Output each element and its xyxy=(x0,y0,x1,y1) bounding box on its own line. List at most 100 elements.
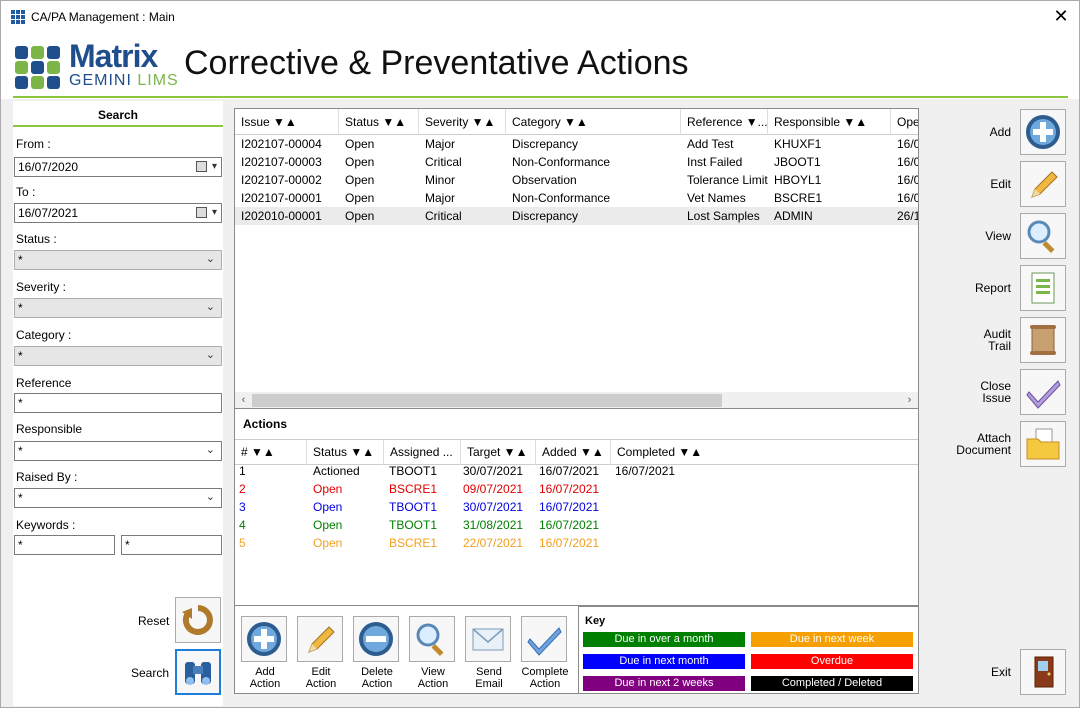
list-item[interactable]: 5 Open BSCRE1 22/07/2021 16/07/2021 xyxy=(235,534,918,552)
complete-action-button[interactable] xyxy=(521,616,567,662)
list-item[interactable]: 4 Open TBOOT1 31/08/2021 16/07/2021 xyxy=(235,516,918,534)
chevron-down-icon[interactable]: ⌄ xyxy=(205,349,215,361)
responsible-cell: ADMIN xyxy=(774,209,813,223)
category-cell: Discrepancy xyxy=(512,137,579,151)
action-target-cell: 30/07/2021 xyxy=(463,500,524,514)
add-action-label: Add Action xyxy=(249,666,281,690)
table-row[interactable]: I202107-00001 Open Major Non-Conformance Vet… xyxy=(235,189,918,207)
table-row[interactable]: I202107-00003 Open Critical Non-Conformance… xyxy=(235,153,919,171)
keyword-input-2[interactable]: * xyxy=(121,535,222,555)
col-category[interactable]: Category ▼▲ xyxy=(506,109,681,135)
table-row[interactable]: I202107-00004 Open Major Discrepancy Add Tes… xyxy=(235,135,918,153)
view-issue-button[interactable] xyxy=(1020,213,1066,259)
to-date-field[interactable]: 16/07/2021 ▾ xyxy=(14,203,222,223)
keyword-input-1[interactable]: * xyxy=(14,535,115,555)
scroll-left-icon[interactable]: ‹ xyxy=(241,394,246,406)
exit-button[interactable] xyxy=(1020,649,1066,695)
delete-action-label: Delete Action xyxy=(361,666,393,690)
checkmark-icon xyxy=(1026,380,1061,409)
raised-by-select[interactable]: * ⌄ xyxy=(14,488,222,508)
category-select[interactable]: * ⌄ xyxy=(14,346,222,366)
close-issue-label: Close Issue xyxy=(980,379,1011,405)
col-action-added[interactable]: Added ▼▲ xyxy=(536,440,611,465)
status-select[interactable]: * ⌄ xyxy=(14,250,222,270)
add-action-button[interactable] xyxy=(241,616,287,662)
edit-issue-button[interactable] xyxy=(1020,161,1066,207)
action-added-cell: 16/07/2021 xyxy=(539,464,600,478)
col-reference[interactable]: Reference ▼... xyxy=(681,109,768,135)
envelope-icon xyxy=(472,628,504,651)
status-label: Status : xyxy=(16,232,57,246)
close-issue-button[interactable] xyxy=(1020,369,1066,415)
action-number-cell: 3 xyxy=(239,500,246,514)
col-action-completed[interactable]: Completed ▼▲ xyxy=(617,445,703,459)
issue-id-cell: I202107-00001 xyxy=(241,191,322,205)
opened-cell: 16/0 xyxy=(897,155,919,169)
table-row[interactable]: I202107-00002 Open Minor Observation Toleran… xyxy=(235,171,919,189)
status-cell: Open xyxy=(345,191,375,205)
chevron-down-icon[interactable]: ⌄ xyxy=(205,491,215,503)
reference-input[interactable]: * xyxy=(14,393,222,413)
action-added-cell: 16/07/2021 xyxy=(539,482,600,496)
col-action-number[interactable]: # ▼▲ xyxy=(235,440,307,465)
issues-table: Issue ▼▲ Status ▼▲ Severity ▼▲ Category … xyxy=(234,108,919,409)
add-issue-button[interactable] xyxy=(1020,109,1066,155)
window-title: CA/PA Management : Main xyxy=(31,10,175,24)
reset-button[interactable] xyxy=(175,597,221,643)
report-button[interactable] xyxy=(1020,265,1066,311)
delete-action-button[interactable] xyxy=(353,616,399,662)
exit-label: Exit xyxy=(990,665,1011,679)
action-target-cell: 09/07/2021 xyxy=(463,482,524,496)
attach-document-button[interactable] xyxy=(1020,421,1066,467)
list-item[interactable]: 2 Open BSCRE1 09/07/2021 16/07/2021 xyxy=(235,480,918,498)
binoculars-icon xyxy=(185,662,211,685)
to-label: To : xyxy=(16,185,36,199)
col-action-status[interactable]: Status ▼▲ xyxy=(307,440,384,465)
logo-lims-text: LIMS xyxy=(137,72,179,89)
edit-action-button[interactable] xyxy=(297,616,343,662)
send-email-button[interactable] xyxy=(465,616,511,662)
key-chip: Completed / Deleted xyxy=(751,676,913,691)
action-number-cell: 2 xyxy=(239,482,246,496)
audit-trail-button[interactable] xyxy=(1020,317,1066,363)
col-responsible[interactable]: Responsible ▼▲ xyxy=(768,109,891,135)
from-date-field[interactable]: 16/07/2020 ▾ xyxy=(14,157,222,177)
list-item[interactable]: 1 Actioned TBOOT1 30/07/2021 16/07/2021 16/07… xyxy=(235,462,918,480)
scroll-right-icon[interactable]: › xyxy=(907,394,912,406)
col-issue[interactable]: Issue ▼▲ xyxy=(235,109,339,135)
action-number-cell: 4 xyxy=(239,518,246,532)
col-severity[interactable]: Severity ▼▲ xyxy=(419,109,506,135)
col-opened[interactable]: Ope xyxy=(891,109,918,135)
list-item[interactable]: 3 Open TBOOT1 30/07/2021 16/07/2021 xyxy=(235,498,918,516)
col-action-assigned[interactable]: Assigned ... xyxy=(384,440,461,465)
severity-select[interactable]: * ⌄ xyxy=(14,298,222,318)
col-action-target[interactable]: Target ▼▲ xyxy=(461,440,536,465)
close-icon[interactable]: ✕ xyxy=(1053,6,1069,26)
title-bar: CA/PA Management : Main ✕ xyxy=(1,1,1079,32)
action-completed-cell: 16/07/2021 xyxy=(615,464,676,478)
chevron-down-icon[interactable]: ⌄ xyxy=(205,253,215,265)
calendar-icon[interactable] xyxy=(196,207,207,218)
responsible-select[interactable]: * ⌄ xyxy=(14,441,222,461)
opened-cell: 16/0 xyxy=(897,173,919,187)
chevron-down-icon[interactable]: ⌄ xyxy=(205,444,215,456)
view-action-button[interactable] xyxy=(409,616,455,662)
reference-label: Reference xyxy=(16,376,72,390)
plus-circle-icon xyxy=(1026,115,1060,149)
horizontal-scrollbar[interactable]: ‹ › xyxy=(235,392,918,408)
action-added-cell: 16/07/2021 xyxy=(539,518,600,532)
raised-by-select-value: * xyxy=(18,491,23,505)
checkmark-icon xyxy=(527,627,562,656)
dropdown-arrow-icon[interactable]: ▾ xyxy=(211,161,217,172)
scrollbar-thumb[interactable] xyxy=(252,394,722,407)
search-button[interactable] xyxy=(175,649,221,695)
attach-document-label: Attach Document xyxy=(956,431,1011,457)
chevron-down-icon[interactable]: ⌄ xyxy=(205,301,215,313)
calendar-icon[interactable] xyxy=(196,161,207,172)
table-row[interactable]: I202010-00001 Open Critical Discrepancy Lost… xyxy=(235,207,918,225)
dropdown-arrow-icon[interactable]: ▾ xyxy=(211,207,217,218)
severity-select-value: * xyxy=(18,301,23,315)
category-cell: Observation xyxy=(512,173,577,187)
col-status[interactable]: Status ▼▲ xyxy=(339,109,419,135)
report-document-icon xyxy=(1031,272,1055,304)
